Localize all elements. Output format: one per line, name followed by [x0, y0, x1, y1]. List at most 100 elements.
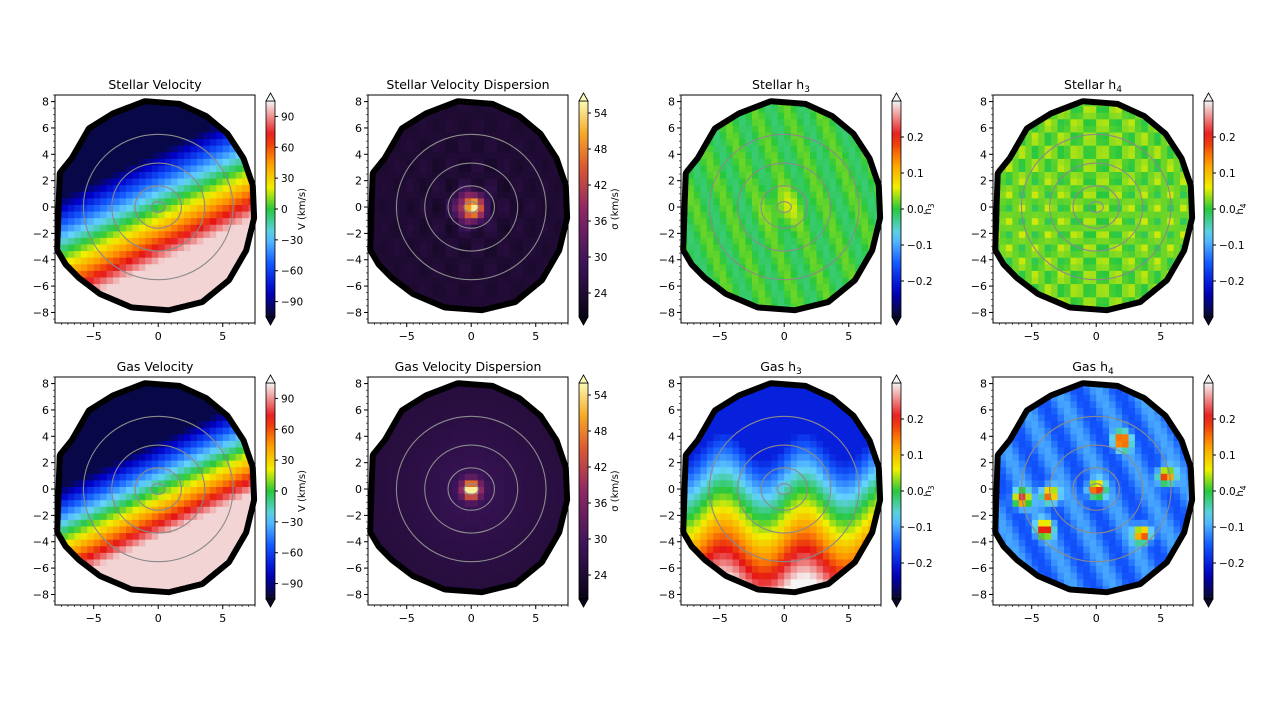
heatmap-cell [407, 264, 414, 271]
heatmap-cell [145, 257, 152, 264]
heatmap-cell [87, 493, 94, 500]
heatmap-cell [726, 270, 733, 277]
heatmap-cell [210, 178, 217, 185]
y-tick-label: −6 [346, 280, 362, 293]
y-tick-label: −8 [33, 306, 49, 319]
heatmap-cell [842, 303, 849, 310]
heatmap-cell [1038, 132, 1045, 139]
heatmap-cell [849, 92, 856, 99]
heatmap-cell [62, 224, 69, 231]
heatmap-cell [1012, 297, 1019, 304]
heatmap-cell [1103, 277, 1110, 284]
heatmap-cell [1038, 106, 1045, 113]
heatmap-cell [771, 211, 778, 218]
heatmap-cell [536, 218, 543, 225]
heatmap-cell [197, 231, 204, 238]
heatmap-cell [1129, 185, 1136, 192]
heatmap-cell [426, 119, 433, 126]
heatmap-cell [68, 185, 75, 192]
heatmap-cell [1141, 218, 1148, 225]
heatmap-cell [184, 152, 191, 159]
heatmap-cell [504, 92, 511, 99]
heatmap-cell [739, 284, 746, 291]
heatmap-cell [126, 257, 133, 264]
heatmap-cell [1154, 198, 1161, 205]
heatmap-cell [1090, 158, 1097, 165]
heatmap-cell [210, 191, 217, 198]
heatmap-cell [1116, 171, 1123, 178]
heatmap-cell [510, 290, 517, 297]
heatmap-cell [81, 297, 88, 304]
heatmap-cell [726, 218, 733, 225]
heatmap-cell [1129, 244, 1136, 251]
heatmap-cell [797, 264, 804, 271]
heatmap-cell [491, 112, 498, 119]
heatmap-cell [1038, 198, 1045, 205]
heatmap-cell [1129, 191, 1136, 198]
heatmap-cell [542, 178, 549, 185]
heatmap-cell [68, 460, 75, 467]
heatmap-cell [55, 284, 62, 291]
heatmap-cell [1058, 231, 1065, 238]
heatmap-cell [765, 218, 772, 225]
heatmap-cell [862, 303, 869, 310]
heatmap-cell [368, 297, 375, 304]
heatmap-cell [236, 224, 243, 231]
heatmap-cell [516, 125, 523, 132]
heatmap-cell [746, 185, 753, 192]
heatmap-cell [55, 303, 62, 310]
heatmap-cell [165, 112, 172, 119]
heatmap-cell [1051, 290, 1058, 297]
heatmap-cell [216, 231, 223, 238]
heatmap-cell [100, 185, 107, 192]
heatmap-cell [771, 125, 778, 132]
heatmap-cell [381, 297, 388, 304]
heatmap-cell [210, 218, 217, 225]
heatmap-cell [113, 251, 120, 258]
heatmap-cell [1038, 284, 1045, 291]
heatmap-cell [504, 204, 511, 211]
heatmap-cell [1161, 303, 1168, 310]
heatmap-cell [497, 185, 504, 192]
heatmap-cell [713, 185, 720, 192]
heatmap-cell [55, 270, 62, 277]
heatmap-cell [758, 277, 765, 284]
heatmap-cell [1058, 191, 1065, 198]
heatmap-cell [400, 211, 407, 218]
heatmap-cell [549, 231, 556, 238]
heatmap-cell [445, 185, 452, 192]
heatmap-cell [445, 171, 452, 178]
heatmap-cell [817, 99, 824, 106]
heatmap-cell [778, 106, 785, 113]
heatmap-cell [700, 218, 707, 225]
heatmap-cell [368, 145, 375, 152]
heatmap-cell [87, 506, 94, 513]
heatmap-cell [439, 211, 446, 218]
heatmap-cell [1025, 185, 1032, 192]
heatmap-cell [394, 165, 401, 172]
heatmap-cell [784, 264, 791, 271]
x-tick-label: 5 [219, 330, 226, 343]
heatmap-cell [191, 218, 198, 225]
heatmap-cell [504, 284, 511, 291]
heatmap-cell [791, 290, 798, 297]
y-tick-label: −4 [971, 254, 987, 267]
heatmap-cell [184, 132, 191, 139]
heatmap-cell [458, 211, 465, 218]
heatmap-cell [523, 218, 530, 225]
heatmap-cell [549, 303, 556, 310]
heatmap-cell [681, 139, 688, 146]
heatmap-cells [681, 92, 882, 323]
heatmap-cell [810, 198, 817, 205]
heatmap-cell [849, 185, 856, 192]
heatmap-cell [1103, 165, 1110, 172]
heatmap-cell [229, 310, 236, 317]
heatmap-cell [1012, 178, 1019, 185]
heatmap-cell [497, 218, 504, 225]
heatmap-cell [229, 92, 236, 99]
heatmap-cell [210, 277, 217, 284]
heatmap-cell [681, 284, 688, 291]
heatmap-cell [216, 211, 223, 218]
heatmap-cell [836, 237, 843, 244]
heatmap-cell [68, 493, 75, 500]
